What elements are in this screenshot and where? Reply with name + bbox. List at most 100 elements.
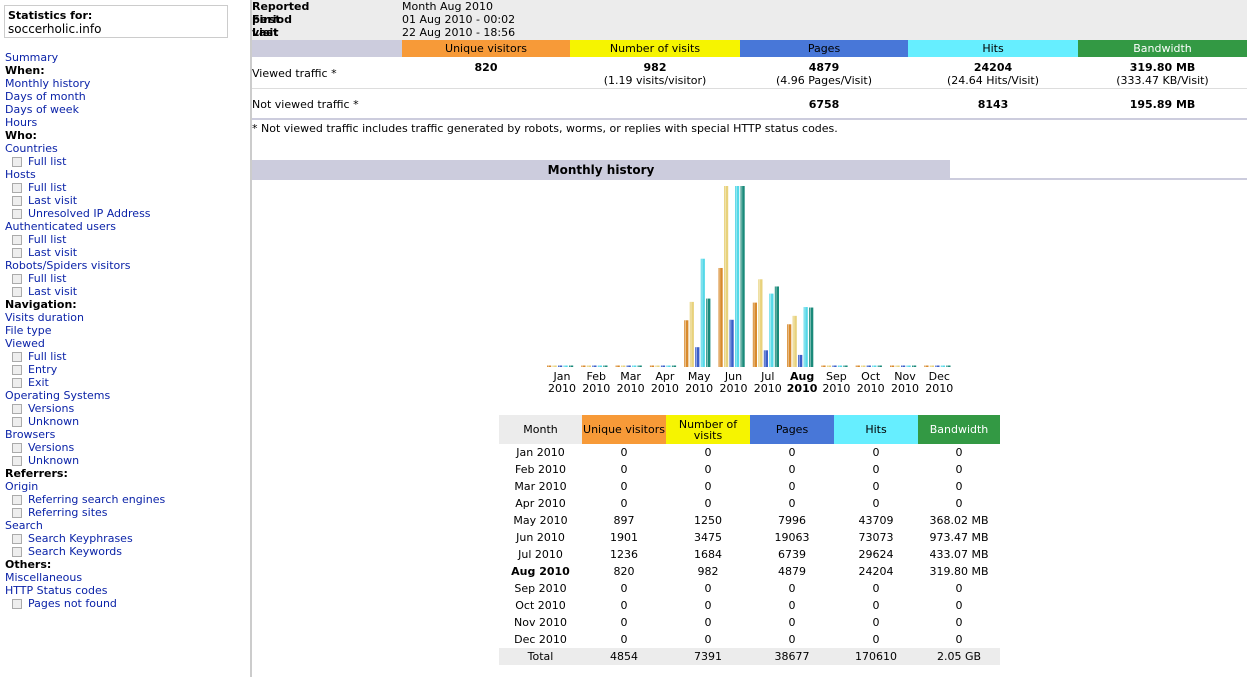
menu-item-versions[interactable]: Versions <box>5 402 165 415</box>
menu-item-full-list[interactable]: Full list <box>5 233 165 246</box>
menu-item-visits-duration[interactable]: Visits duration <box>5 311 165 324</box>
menu-item-label[interactable]: Countries <box>5 142 58 155</box>
menu-item-days-of-week[interactable]: Days of week <box>5 103 165 116</box>
menu-item-unresolved-ip-address[interactable]: Unresolved IP Address <box>5 207 165 220</box>
menu-item-label[interactable]: Entry <box>28 363 58 376</box>
table-cell-unique: 1901 <box>610 531 638 544</box>
menu-item-exit[interactable]: Exit <box>5 376 165 389</box>
menu-item-miscellaneous[interactable]: Miscellaneous <box>5 571 165 584</box>
menu-item-label[interactable]: Miscellaneous <box>5 571 83 584</box>
reported-period-value: Month Aug 2010 <box>402 0 493 13</box>
menu-item-authenticated-users[interactable]: Authenticated users <box>5 220 165 233</box>
menu-item-label[interactable]: Visits duration <box>5 311 84 324</box>
menu-item-origin[interactable]: Origin <box>5 480 165 493</box>
menu-item-pages-not-found[interactable]: Pages not found <box>5 597 165 610</box>
bar-may-unique-visitors <box>684 320 689 367</box>
menu-item-label[interactable]: Full list <box>28 233 67 246</box>
menu-item-referring-search-engines[interactable]: Referring search engines <box>5 493 165 506</box>
menu-item-label[interactable]: File type <box>5 324 52 337</box>
menu-item-last-visit[interactable]: Last visit <box>5 285 165 298</box>
menu-item-label[interactable]: Last visit <box>28 246 78 259</box>
menu-item-label[interactable]: Full list <box>28 350 67 363</box>
menu-item-http-status-codes[interactable]: HTTP Status codes <box>5 584 165 597</box>
menu-item-label[interactable]: Operating Systems <box>5 389 111 402</box>
menu-item-label[interactable]: Origin <box>5 480 39 493</box>
menu-item-label[interactable]: Days of week <box>5 103 79 116</box>
table-cell-pages: 0 <box>788 463 796 476</box>
menu-item-label[interactable]: Pages not found <box>28 597 117 610</box>
menu-item-label[interactable]: Authenticated users <box>5 220 116 233</box>
menu-item-label[interactable]: Search Keywords <box>28 545 122 558</box>
table-cell-hits: 0 <box>872 599 880 612</box>
bar-highlight <box>941 365 943 367</box>
menu-item-file-type[interactable]: File type <box>5 324 165 337</box>
menu-item-label[interactable]: Unknown <box>28 415 80 428</box>
menu-item-countries[interactable]: Countries <box>5 142 165 155</box>
menu-item-viewed[interactable]: Viewed <box>5 337 165 350</box>
menu-item-hours[interactable]: Hours <box>5 116 165 129</box>
menu-item-label[interactable]: Exit <box>28 376 49 389</box>
menu-item-browsers[interactable]: Browsers <box>5 428 165 441</box>
menu-item-full-list[interactable]: Full list <box>5 155 165 168</box>
menu-item-days-of-month[interactable]: Days of month <box>5 90 165 103</box>
menu-item-last-visit[interactable]: Last visit <box>5 194 165 207</box>
bar-may-number-of-visits <box>689 301 694 367</box>
bar-highlight <box>696 347 697 367</box>
menu-item-full-list[interactable]: Full list <box>5 181 165 194</box>
menu-item-label[interactable]: Unknown <box>28 454 80 467</box>
menu-item-unknown[interactable]: Unknown <box>5 454 165 467</box>
menu-item-full-list[interactable]: Full list <box>5 350 165 363</box>
bar-jul-hits <box>769 293 774 367</box>
menu-item-label[interactable]: Last visit <box>28 194 78 207</box>
menu-item-operating-systems[interactable]: Operating Systems <box>5 389 165 402</box>
menu-item-label[interactable]: Days of month <box>5 90 86 103</box>
menu-item-label[interactable]: Hours <box>5 116 38 129</box>
summary-header-blank <box>252 40 402 57</box>
menu-item-when: When: <box>5 64 165 77</box>
menu-item-versions[interactable]: Versions <box>5 441 165 454</box>
menu-item-label[interactable]: Browsers <box>5 428 56 441</box>
menu-item-label[interactable]: Referring sites <box>28 506 108 519</box>
menu-item-label[interactable]: Unresolved IP Address <box>28 207 151 220</box>
menu-item-search-keyphrases[interactable]: Search Keyphrases <box>5 532 165 545</box>
menu-item-label[interactable]: Monthly history <box>5 77 91 90</box>
menu-item-unknown[interactable]: Unknown <box>5 415 165 428</box>
menu-item-label[interactable]: Full list <box>28 181 67 194</box>
table-cell-visits: 3475 <box>694 531 722 544</box>
menu-item-label[interactable]: Last visit <box>28 285 78 298</box>
menu-item-search-keywords[interactable]: Search Keywords <box>5 545 165 558</box>
summary-bottom-border <box>252 118 1247 120</box>
menu-item-label[interactable]: Referring search engines <box>28 493 166 506</box>
menu-item-last-visit[interactable]: Last visit <box>5 246 165 259</box>
table-total-unique: 4854 <box>582 648 666 665</box>
table-cell-pages: 0 <box>788 582 796 595</box>
menu-item-label[interactable]: Robots/Spiders visitors <box>5 259 131 272</box>
menu-item-label[interactable]: Search Keyphrases <box>28 532 133 545</box>
menu-item-search[interactable]: Search <box>5 519 165 532</box>
table-row: Mar 2010 0 0 0 0 0 <box>499 478 1000 495</box>
menu-item-hosts[interactable]: Hosts <box>5 168 165 181</box>
menu-item-label[interactable]: Versions <box>28 441 75 454</box>
menu-item-summary[interactable]: Summary <box>5 51 165 64</box>
menu-item-label[interactable]: Full list <box>28 155 67 168</box>
menu-item-label[interactable]: Hosts <box>5 168 36 181</box>
menu-item-label[interactable]: Viewed <box>5 337 45 350</box>
menu-item-label[interactable]: Versions <box>28 402 75 415</box>
menu-item-full-list[interactable]: Full list <box>5 272 165 285</box>
menu-item-label[interactable]: HTTP Status codes <box>5 584 108 597</box>
footnote: * Not viewed traffic includes traffic ge… <box>252 122 838 135</box>
monthly-history-title: Monthly history <box>252 160 950 180</box>
menu-item-entry[interactable]: Entry <box>5 363 165 376</box>
table-cell-hits: 0 <box>872 446 880 459</box>
menu-item-label[interactable]: Full list <box>28 272 67 285</box>
menu-item-monthly-history[interactable]: Monthly history <box>5 77 165 90</box>
menu-item-label[interactable]: Search <box>5 519 43 532</box>
menu-item-referring-sites[interactable]: Referring sites <box>5 506 165 519</box>
bar-highlight <box>735 186 737 367</box>
x-tick-year: 2010 <box>582 382 611 395</box>
bar-jul-unique-visitors <box>752 302 757 367</box>
table-cell-month: Oct 2010 <box>515 599 566 612</box>
menu-item-label[interactable]: Summary <box>5 51 59 64</box>
menu-item-robots-spiders-visitors[interactable]: Robots/Spiders visitors <box>5 259 165 272</box>
bar-highlight <box>569 365 571 367</box>
